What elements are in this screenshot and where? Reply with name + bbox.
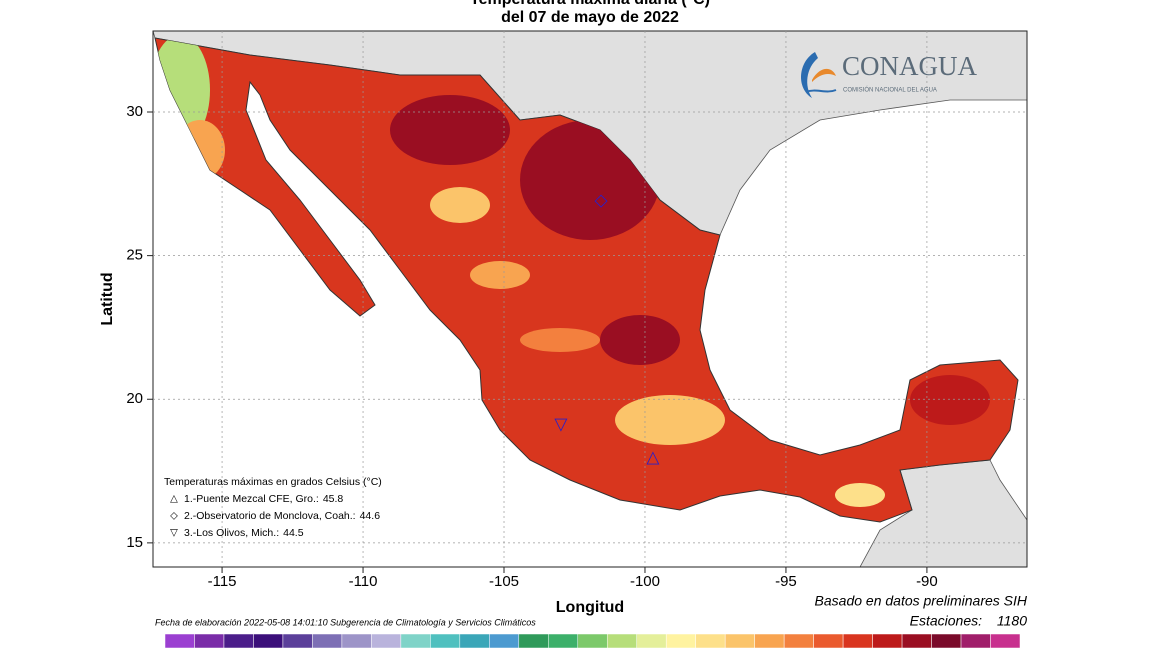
colorbar-swatch xyxy=(754,633,785,649)
colorbar-swatch xyxy=(400,633,431,649)
colorbar-swatch xyxy=(282,633,313,649)
colorbar-swatch xyxy=(312,633,343,649)
grid: -115 -110 -105 -100 -95 -90 15 20 25 30 xyxy=(126,31,1027,590)
colorbar-swatch xyxy=(960,633,991,649)
mild-zone xyxy=(615,395,725,445)
stations-count: 1180 xyxy=(997,613,1027,629)
hot-zone xyxy=(910,375,990,425)
colorbar-swatch xyxy=(724,633,755,649)
y-tick-label: 30 xyxy=(126,103,143,120)
legend-title: Temperaturas máximas en grados Celsius (… xyxy=(164,476,382,488)
colorbar-swatch xyxy=(194,633,225,649)
colorbar-swatch xyxy=(430,633,461,649)
x-tick-label: -115 xyxy=(208,573,237,590)
colorbar-swatch xyxy=(636,633,667,649)
credit: Fecha de elaboración 2022-05-08 14:01:10… xyxy=(155,617,536,627)
legend-symbol: △ xyxy=(170,494,178,505)
colorbar-swatch xyxy=(872,633,903,649)
source-note: Basado en datos preliminares SIH xyxy=(815,593,1028,609)
colorbar-swatch xyxy=(606,633,637,649)
colorbar-swatch xyxy=(518,633,549,649)
x-tick-label: -110 xyxy=(349,573,378,590)
colorbar-swatch xyxy=(783,633,814,649)
legend: Temperaturas máximas en grados Celsius (… xyxy=(164,476,382,488)
stations-label: Estaciones: xyxy=(910,613,982,629)
x-tick-label: -95 xyxy=(775,573,797,590)
x-tick-label: -105 xyxy=(489,573,519,590)
colorbar-swatch xyxy=(931,633,962,649)
station-markers: △ ◇ ▽ xyxy=(554,191,660,467)
colorbar-swatch xyxy=(577,633,608,649)
legend-value: 44.6 xyxy=(360,510,381,522)
logo-name: CONAGUA xyxy=(842,51,978,81)
colorbar-swatch xyxy=(990,633,1021,649)
legend-value: 44.5 xyxy=(283,527,304,539)
colorbar-swatch xyxy=(842,633,873,649)
subtitle: del 07 de mayo de 2022 xyxy=(501,9,679,26)
colorbar-swatch xyxy=(371,633,402,649)
y-tick-label: 20 xyxy=(126,390,143,407)
colorbar-swatch xyxy=(813,633,844,649)
x-tick-label: -100 xyxy=(630,573,660,590)
colorbar-swatch xyxy=(341,633,372,649)
logo: CONAGUA COMISIÓN NACIONAL DEL AGUA xyxy=(801,51,978,98)
station-marker: ◇ xyxy=(594,191,608,210)
colorbar-swatch xyxy=(901,633,932,649)
logo-tagline: COMISIÓN NACIONAL DEL AGUA xyxy=(843,87,937,94)
logo-wave xyxy=(805,89,837,93)
y-axis-label: Latitud xyxy=(99,272,116,325)
legend-label: 2.-Observatorio de Monclova, Coah.: xyxy=(184,510,356,522)
hot-zone xyxy=(600,315,680,365)
colorbar-swatch xyxy=(665,633,696,649)
station-marker: △ xyxy=(646,447,660,466)
legend-label: 1.-Puente Mezcal CFE, Gro.: xyxy=(184,493,319,505)
logo-icon xyxy=(812,68,836,82)
title: Temperatura máxima diaria (°C) xyxy=(470,0,710,8)
colorbar-swatch xyxy=(253,633,284,649)
x-tick-label: -90 xyxy=(916,573,938,590)
legend-value: 45.8 xyxy=(323,493,344,505)
legend-symbol: ◇ xyxy=(170,511,178,522)
colorbar-swatch xyxy=(695,633,726,649)
logo-icon xyxy=(801,52,818,98)
temperature-field xyxy=(155,38,990,507)
mild-zone xyxy=(520,328,600,352)
legend-symbol: ▽ xyxy=(170,528,178,539)
colorbar-swatch xyxy=(459,633,490,649)
map-area xyxy=(153,31,1027,567)
y-tick-label: 25 xyxy=(126,247,143,264)
hot-zone xyxy=(390,95,510,165)
station-marker: ▽ xyxy=(554,415,568,434)
legend-label: 3.-Los Olivos, Mich.: xyxy=(184,527,279,539)
colorbar-swatch xyxy=(548,633,579,649)
colorbar-swatch xyxy=(164,633,195,649)
colorbar xyxy=(164,633,1021,649)
mild-zone xyxy=(470,261,530,289)
y-tick-label: 15 xyxy=(126,534,143,551)
x-axis-label: Longitud xyxy=(556,599,624,616)
mild-zone xyxy=(430,187,490,223)
mild-zone xyxy=(835,483,885,507)
legend-entries: △ 1.-Puente Mezcal CFE, Gro.: 45.8 ◇ 2.-Obse… xyxy=(170,493,380,539)
colorbar-swatch xyxy=(223,633,254,649)
map-frame xyxy=(152,30,1028,568)
colorbar-swatch xyxy=(489,633,520,649)
